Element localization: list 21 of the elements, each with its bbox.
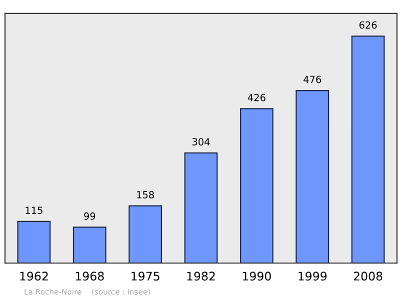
bar bbox=[351, 36, 385, 264]
data-label: 115 bbox=[26, 206, 42, 214]
x-tick-label: 1962 bbox=[20, 272, 48, 281]
x-tick-label: 1999 bbox=[298, 272, 327, 281]
bar bbox=[184, 152, 218, 264]
bar bbox=[296, 90, 330, 264]
data-label: 426 bbox=[248, 94, 266, 102]
data-label: 626 bbox=[359, 21, 377, 29]
bar bbox=[72, 226, 106, 264]
x-tick-label: 1968 bbox=[76, 272, 104, 281]
x-tick-label: 1990 bbox=[242, 272, 271, 281]
x-tick-label: 2008 bbox=[354, 272, 382, 281]
bar bbox=[17, 220, 51, 264]
bar bbox=[240, 108, 274, 264]
data-label: 99 bbox=[84, 212, 96, 220]
data-label: 476 bbox=[304, 76, 322, 84]
data-label: 304 bbox=[192, 138, 210, 146]
bar bbox=[128, 205, 162, 264]
x-tick-label: 1975 bbox=[132, 272, 160, 281]
x-tick-label: 1982 bbox=[187, 272, 215, 281]
data-label: 158 bbox=[137, 191, 154, 198]
